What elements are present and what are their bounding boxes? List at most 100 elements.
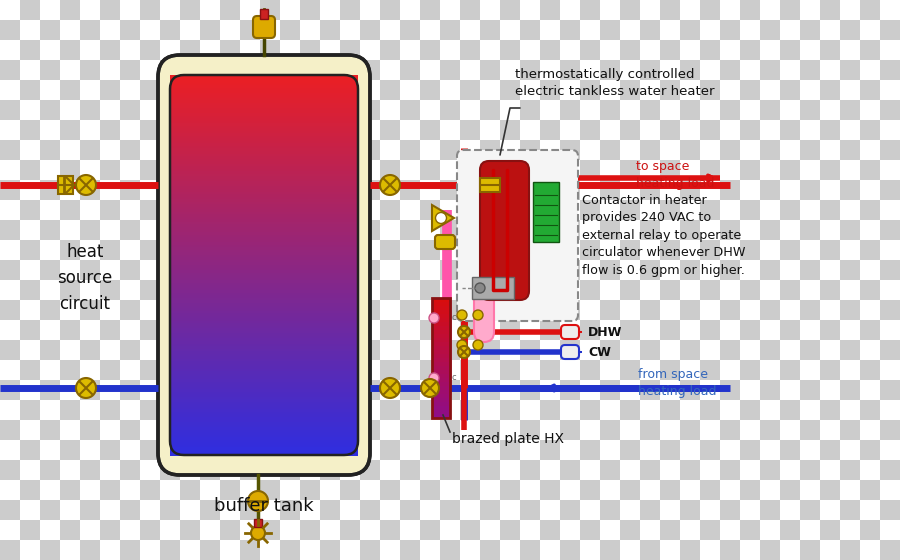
Text: from space
heating load: from space heating load	[638, 368, 716, 398]
Bar	[500, 540, 520, 560]
Bar	[520, 520, 540, 540]
Bar	[460, 460, 480, 480]
Text: CW: CW	[588, 346, 611, 358]
Bar	[170, 404, 358, 408]
Bar	[40, 540, 60, 560]
Bar	[580, 380, 600, 400]
Bar	[560, 220, 580, 240]
Bar	[400, 420, 420, 440]
Bar	[720, 420, 740, 440]
Bar	[460, 60, 480, 80]
Bar	[40, 440, 60, 460]
Bar	[20, 400, 40, 420]
Bar	[740, 480, 760, 500]
Bar	[560, 20, 580, 40]
Bar	[600, 400, 620, 420]
Bar	[120, 40, 140, 60]
Bar	[170, 399, 358, 403]
Bar	[700, 140, 720, 160]
Bar	[880, 120, 900, 140]
Bar	[880, 520, 900, 540]
Bar	[0, 360, 20, 380]
Circle shape	[380, 378, 400, 398]
Bar	[100, 20, 120, 40]
Bar	[600, 160, 620, 180]
Bar	[800, 20, 820, 40]
Bar	[20, 320, 40, 340]
Bar	[220, 180, 240, 200]
Bar	[380, 160, 400, 180]
Bar	[600, 340, 620, 360]
Bar	[840, 500, 860, 520]
Bar	[170, 409, 358, 413]
Bar	[200, 360, 220, 380]
Bar	[500, 280, 520, 300]
Bar	[432, 322, 450, 327]
Bar	[60, 0, 80, 20]
Bar	[140, 260, 160, 280]
Bar	[480, 340, 500, 360]
Bar	[860, 220, 880, 240]
Bar	[170, 164, 358, 167]
Bar	[680, 340, 700, 360]
Bar	[80, 520, 100, 540]
Bar	[432, 362, 450, 367]
Bar	[170, 424, 358, 428]
Bar	[360, 0, 380, 20]
Bar	[170, 242, 358, 246]
Bar	[170, 389, 358, 393]
Bar	[460, 380, 480, 400]
Bar	[860, 320, 880, 340]
Bar	[580, 0, 600, 20]
Bar	[420, 100, 440, 120]
Bar	[760, 540, 780, 560]
Bar	[180, 40, 200, 60]
Bar	[680, 140, 700, 160]
Bar	[170, 176, 358, 180]
Bar	[700, 400, 720, 420]
Bar	[0, 480, 20, 500]
Bar	[480, 480, 500, 500]
Bar	[540, 40, 560, 60]
Bar	[40, 520, 60, 540]
Bar	[420, 240, 440, 260]
Bar	[170, 270, 358, 274]
Bar	[760, 280, 780, 300]
Bar	[140, 40, 160, 60]
Bar	[460, 360, 480, 380]
Text: buffer tank: buffer tank	[214, 497, 314, 515]
Bar	[280, 180, 300, 200]
Bar	[560, 260, 580, 280]
Bar	[580, 440, 600, 460]
Bar	[440, 360, 460, 380]
Bar	[170, 75, 358, 78]
Bar	[420, 380, 440, 400]
Bar	[170, 447, 358, 451]
Bar	[170, 336, 358, 339]
Text: thermostatically controlled
electric tankless water heater: thermostatically controlled electric tan…	[515, 68, 715, 98]
Bar	[0, 420, 20, 440]
Bar	[280, 400, 300, 420]
Bar	[60, 380, 80, 400]
Bar	[60, 480, 80, 500]
Bar	[780, 540, 800, 560]
Bar	[0, 240, 20, 260]
Bar	[620, 500, 640, 520]
Bar	[240, 160, 260, 180]
Bar	[780, 300, 800, 320]
Bar	[360, 460, 380, 480]
Bar	[440, 520, 460, 540]
Bar	[20, 300, 40, 320]
Bar	[580, 280, 600, 300]
Bar	[880, 240, 900, 260]
Bar	[180, 20, 200, 40]
Bar	[540, 460, 560, 480]
Bar	[740, 180, 760, 200]
Bar	[520, 100, 540, 120]
Bar	[40, 300, 60, 320]
Bar	[580, 260, 600, 280]
Bar	[170, 412, 358, 416]
Bar	[720, 340, 740, 360]
Bar	[880, 460, 900, 480]
Bar	[380, 60, 400, 80]
